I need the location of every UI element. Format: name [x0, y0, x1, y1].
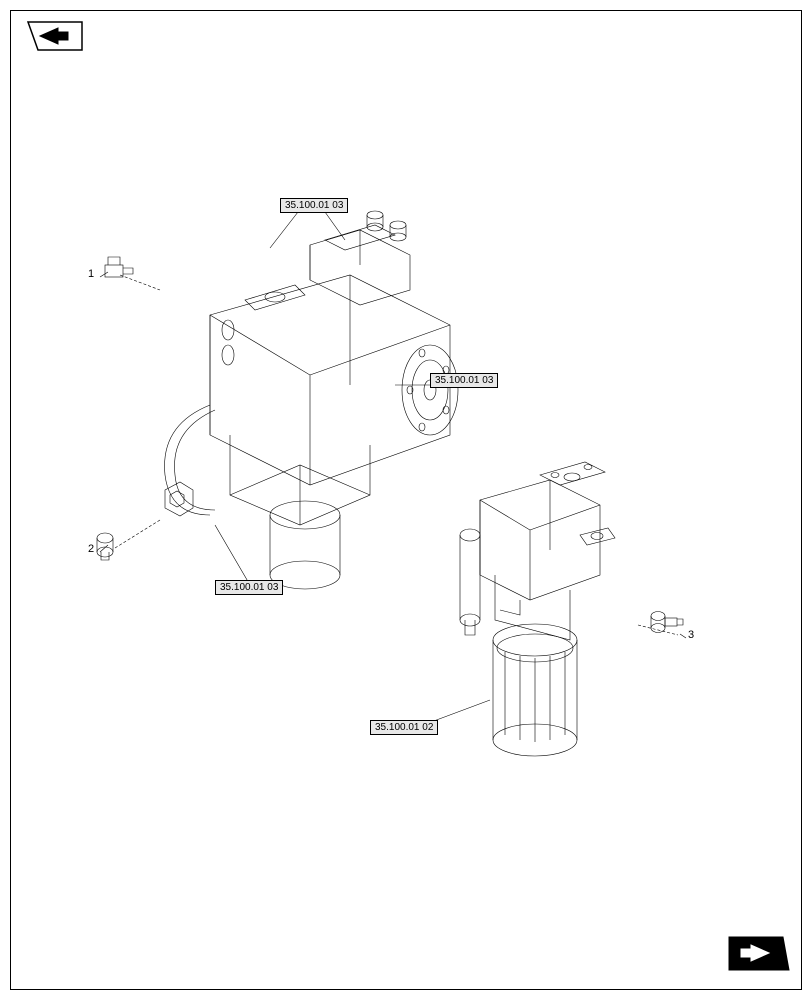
filter-assembly	[460, 462, 683, 756]
part-num-text: 3	[688, 629, 694, 641]
part-number-3: 3	[688, 629, 694, 641]
callout-text: 35.100.01 03	[285, 200, 343, 211]
callout-text: 35.100.01 03	[435, 375, 493, 386]
callout-ref-4: 35.100.01 02	[370, 720, 438, 735]
main-pump-assembly	[97, 211, 458, 589]
callout-ref-3: 35.100.01 03	[215, 580, 283, 595]
callout-text: 35.100.01 02	[375, 722, 433, 733]
callout-ref-1: 35.100.01 03	[280, 198, 348, 213]
callout-text: 35.100.01 03	[220, 582, 278, 593]
diagram-canvas	[0, 0, 812, 1000]
callout-ref-2: 35.100.01 03	[430, 373, 498, 388]
part-num-text: 2	[88, 543, 94, 555]
part-num-text: 1	[88, 268, 94, 280]
part-number-1: 1	[88, 268, 94, 280]
part-number-2: 2	[88, 543, 94, 555]
